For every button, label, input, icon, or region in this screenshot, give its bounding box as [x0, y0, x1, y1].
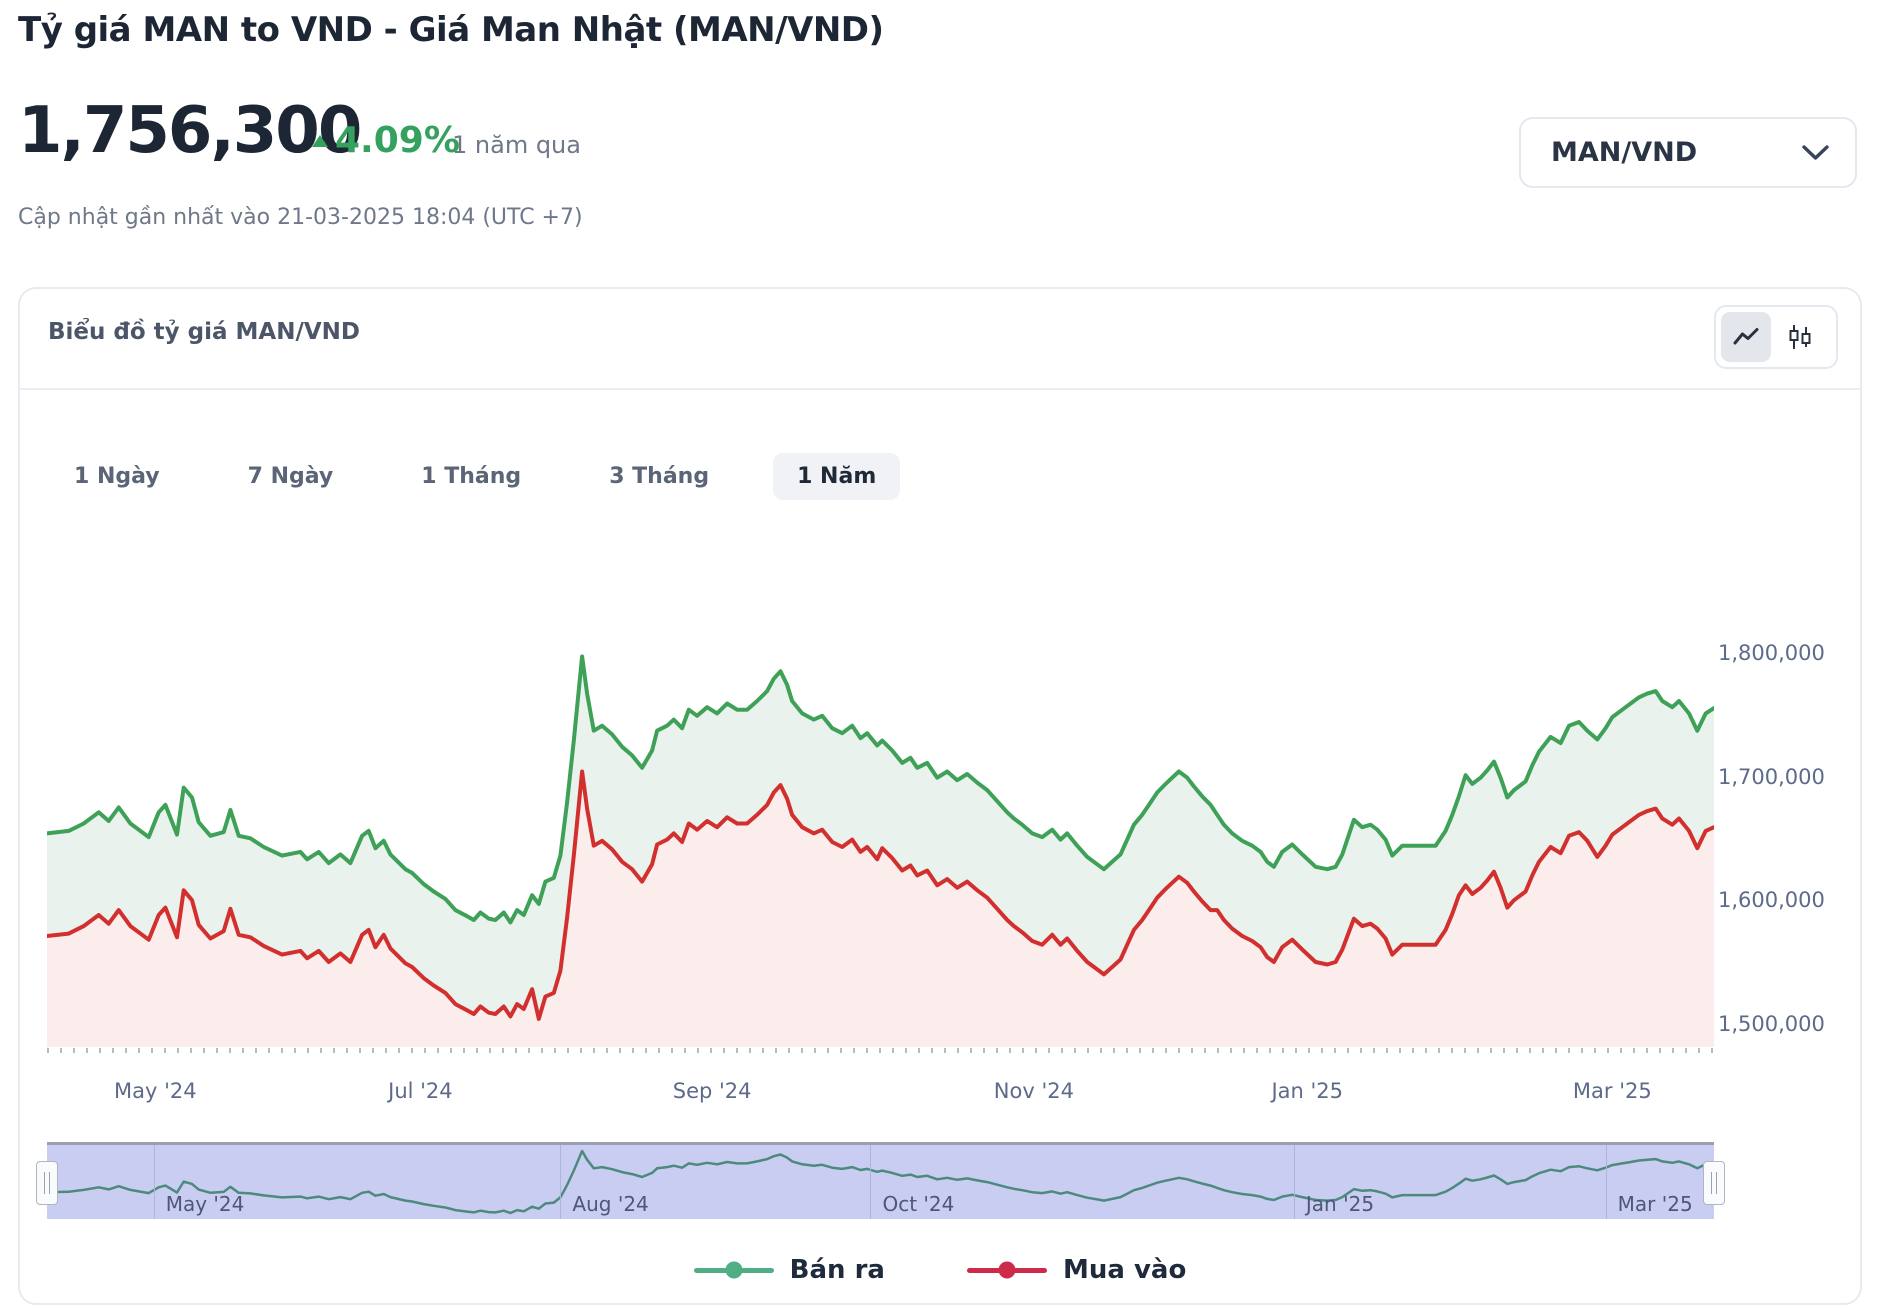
chart-card-title: Biểu đồ tỷ giá MAN/VND	[48, 319, 361, 345]
y-axis-label: 1,500,000	[1718, 1012, 1825, 1037]
navigator-axis-label: Aug '24	[572, 1192, 649, 1216]
line-chart-toggle-button[interactable]	[1721, 312, 1771, 362]
handle-grip-icon	[44, 1172, 50, 1194]
chart-legend: Bán ra Mua vào	[20, 1255, 1860, 1285]
legend-label: Bán ra	[789, 1255, 885, 1285]
tab-7-ngay[interactable]: 7 Ngày	[247, 464, 334, 489]
current-price: 1,756,300	[18, 94, 362, 168]
main-chart[interactable]	[47, 502, 1714, 1047]
navigator-axis-label: Oct '24	[882, 1192, 955, 1216]
x-axis-tick-marks	[47, 1048, 1714, 1053]
legend-item[interactable]: Mua vào	[966, 1255, 1187, 1285]
legend-dot-icon	[725, 1261, 743, 1279]
navigator-gridline	[1605, 1145, 1607, 1219]
x-axis-label: May '24	[114, 1079, 197, 1103]
y-axis-label: 1,800,000	[1718, 641, 1825, 665]
currency-pair-value: MAN/VND	[1551, 137, 1698, 168]
navigator-axis-label: May '24	[165, 1192, 245, 1216]
last-updated-text: Cập nhật gần nhất vào 21-03-2025 18:04 (…	[18, 205, 583, 230]
card-divider	[20, 388, 1860, 390]
chevron-down-icon	[1802, 144, 1829, 161]
legend-dot-icon	[998, 1261, 1016, 1279]
navigator-axis-label: Mar '25	[1617, 1192, 1693, 1216]
line-chart-icon	[1733, 326, 1759, 348]
change-percent: 4.09%	[335, 120, 460, 161]
candlestick-toggle-button[interactable]	[1775, 312, 1825, 362]
navigator-gridline	[153, 1145, 155, 1219]
navigator-gridline	[560, 1145, 562, 1219]
legend-marker-icon	[693, 1261, 774, 1279]
x-axis-label: Mar '25	[1572, 1079, 1652, 1103]
triangle-up-icon	[312, 134, 328, 147]
chart-type-toggle	[1714, 305, 1838, 369]
navigator[interactable]: May '24 Aug '24 Oct '24 Jan '25 Mar '25	[36, 1142, 1725, 1219]
navigator-gridline	[1293, 1145, 1295, 1219]
change-period-label: 1 năm qua	[452, 131, 581, 159]
tab-1-thang[interactable]: 1 Tháng	[421, 464, 522, 489]
chart-card: Biểu đồ tỷ giá MAN/VND	[18, 287, 1862, 1305]
handle-grip-icon	[1711, 1172, 1717, 1194]
x-axis-label: Jan '25	[1271, 1079, 1344, 1103]
tab-3-thang[interactable]: 3 Tháng	[609, 464, 710, 489]
legend-label: Mua vào	[1062, 1255, 1187, 1285]
legend-marker-icon	[966, 1261, 1047, 1279]
range-tabs: 1 Ngày 7 Ngày 1 Tháng 3 Tháng 1 Năm	[50, 453, 901, 500]
navigator-axis-label: Jan '25	[1305, 1192, 1375, 1216]
navigator-gridline	[870, 1145, 872, 1219]
x-axis-label: Sep '24	[672, 1079, 752, 1103]
navigator-plot-svg	[47, 1149, 1714, 1215]
y-axis-label: 1,700,000	[1718, 764, 1825, 789]
x-axis-label: Nov '24	[993, 1079, 1074, 1103]
navigator-left-handle[interactable]	[36, 1161, 58, 1205]
tab-1-ngay[interactable]: 1 Ngày	[74, 464, 160, 489]
y-axis-label: 1,600,000	[1718, 888, 1825, 913]
main-plot-svg	[47, 654, 1714, 1047]
candlestick-chart-icon	[1788, 324, 1812, 350]
tab-1-nam[interactable]: 1 Năm	[773, 453, 901, 500]
x-axis-label: Jul '24	[388, 1079, 453, 1103]
currency-pair-select[interactable]: MAN/VND	[1519, 117, 1857, 188]
price-change: 4.09%	[312, 120, 460, 161]
legend-item[interactable]: Bán ra	[693, 1255, 885, 1285]
page-title: Tỷ giá MAN to VND - Giá Man Nhật (MAN/VN…	[18, 10, 884, 50]
navigator-right-handle[interactable]	[1703, 1161, 1725, 1205]
